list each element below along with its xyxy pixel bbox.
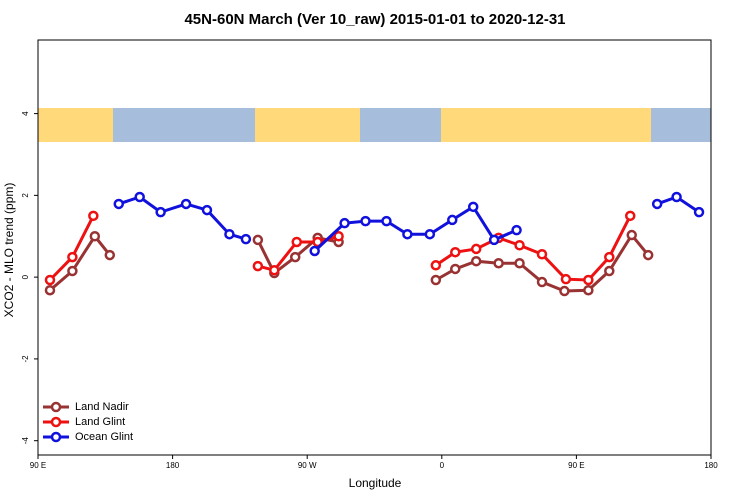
point (493, 257, 504, 269)
point (333, 231, 344, 242)
point (626, 229, 637, 241)
x-tick-label: 90 E (30, 461, 46, 470)
point (450, 246, 461, 258)
point (693, 206, 705, 218)
point (583, 284, 594, 296)
point (224, 228, 235, 240)
point (381, 215, 392, 227)
point (430, 274, 442, 286)
point (511, 224, 522, 236)
x-tick-label: 180 (166, 461, 180, 470)
point (447, 214, 458, 226)
point (134, 191, 145, 203)
point (360, 215, 371, 227)
point (604, 265, 615, 277)
point (240, 233, 252, 245)
point (155, 206, 166, 218)
y-tick-label: -4 (21, 437, 30, 445)
chart-title: 45N-60N March (Ver 10_raw) 2015-01-01 to… (184, 11, 565, 28)
map-ocean (113, 108, 255, 142)
point (252, 260, 264, 272)
point (583, 274, 594, 286)
point (604, 251, 615, 263)
point (312, 236, 323, 248)
legend-marker (50, 401, 62, 413)
point (67, 265, 78, 277)
point (450, 263, 461, 275)
point (104, 249, 116, 261)
point (309, 245, 320, 257)
point (201, 204, 213, 216)
point (89, 231, 101, 242)
plot-frame (37, 39, 712, 456)
point (113, 198, 125, 210)
legend-label: Ocean Glint (75, 431, 133, 443)
point (624, 210, 636, 222)
point (430, 260, 442, 271)
legend-label: Land Glint (75, 416, 125, 428)
x-tick-label: 90 W (298, 461, 317, 470)
point (514, 240, 525, 251)
point (252, 234, 264, 246)
y-tick-label: 2 (21, 193, 30, 198)
point (536, 248, 548, 260)
point (44, 284, 56, 296)
legend-marker (50, 431, 62, 443)
point (514, 257, 525, 269)
point (488, 234, 500, 246)
y-tick-label: -2 (21, 355, 30, 363)
point (339, 217, 350, 229)
point (269, 264, 280, 276)
legend: Land Nadir Land Glint Ocean Glint (43, 401, 133, 443)
legend-marker (50, 416, 62, 428)
x-axis-label: Longitude (349, 476, 402, 490)
point (470, 243, 482, 255)
point (560, 273, 572, 285)
y-tick-label: 0 (21, 274, 30, 279)
point (67, 251, 78, 263)
point (559, 285, 570, 297)
point (671, 191, 682, 203)
y-axis-label: XCO2 - MLO trend (ppm) (2, 183, 16, 318)
point (470, 255, 482, 267)
legend-label: Land Nadir (75, 401, 129, 413)
x-tick-label: 0 (440, 461, 445, 470)
point (291, 236, 302, 248)
point (651, 198, 663, 210)
point (44, 274, 56, 286)
map-ocean (651, 108, 711, 142)
point (424, 228, 436, 240)
point (402, 228, 413, 240)
point (180, 198, 192, 210)
x-tick-label: 180 (704, 461, 718, 470)
map-band (38, 108, 711, 142)
point (289, 251, 301, 263)
series-line (48, 232, 650, 293)
point (467, 201, 479, 213)
point (88, 210, 99, 222)
y-tick-label: 4 (21, 111, 30, 116)
point (536, 276, 548, 288)
point (642, 249, 654, 261)
map-ocean (360, 108, 441, 142)
x-tick-label: 90 E (568, 461, 584, 470)
